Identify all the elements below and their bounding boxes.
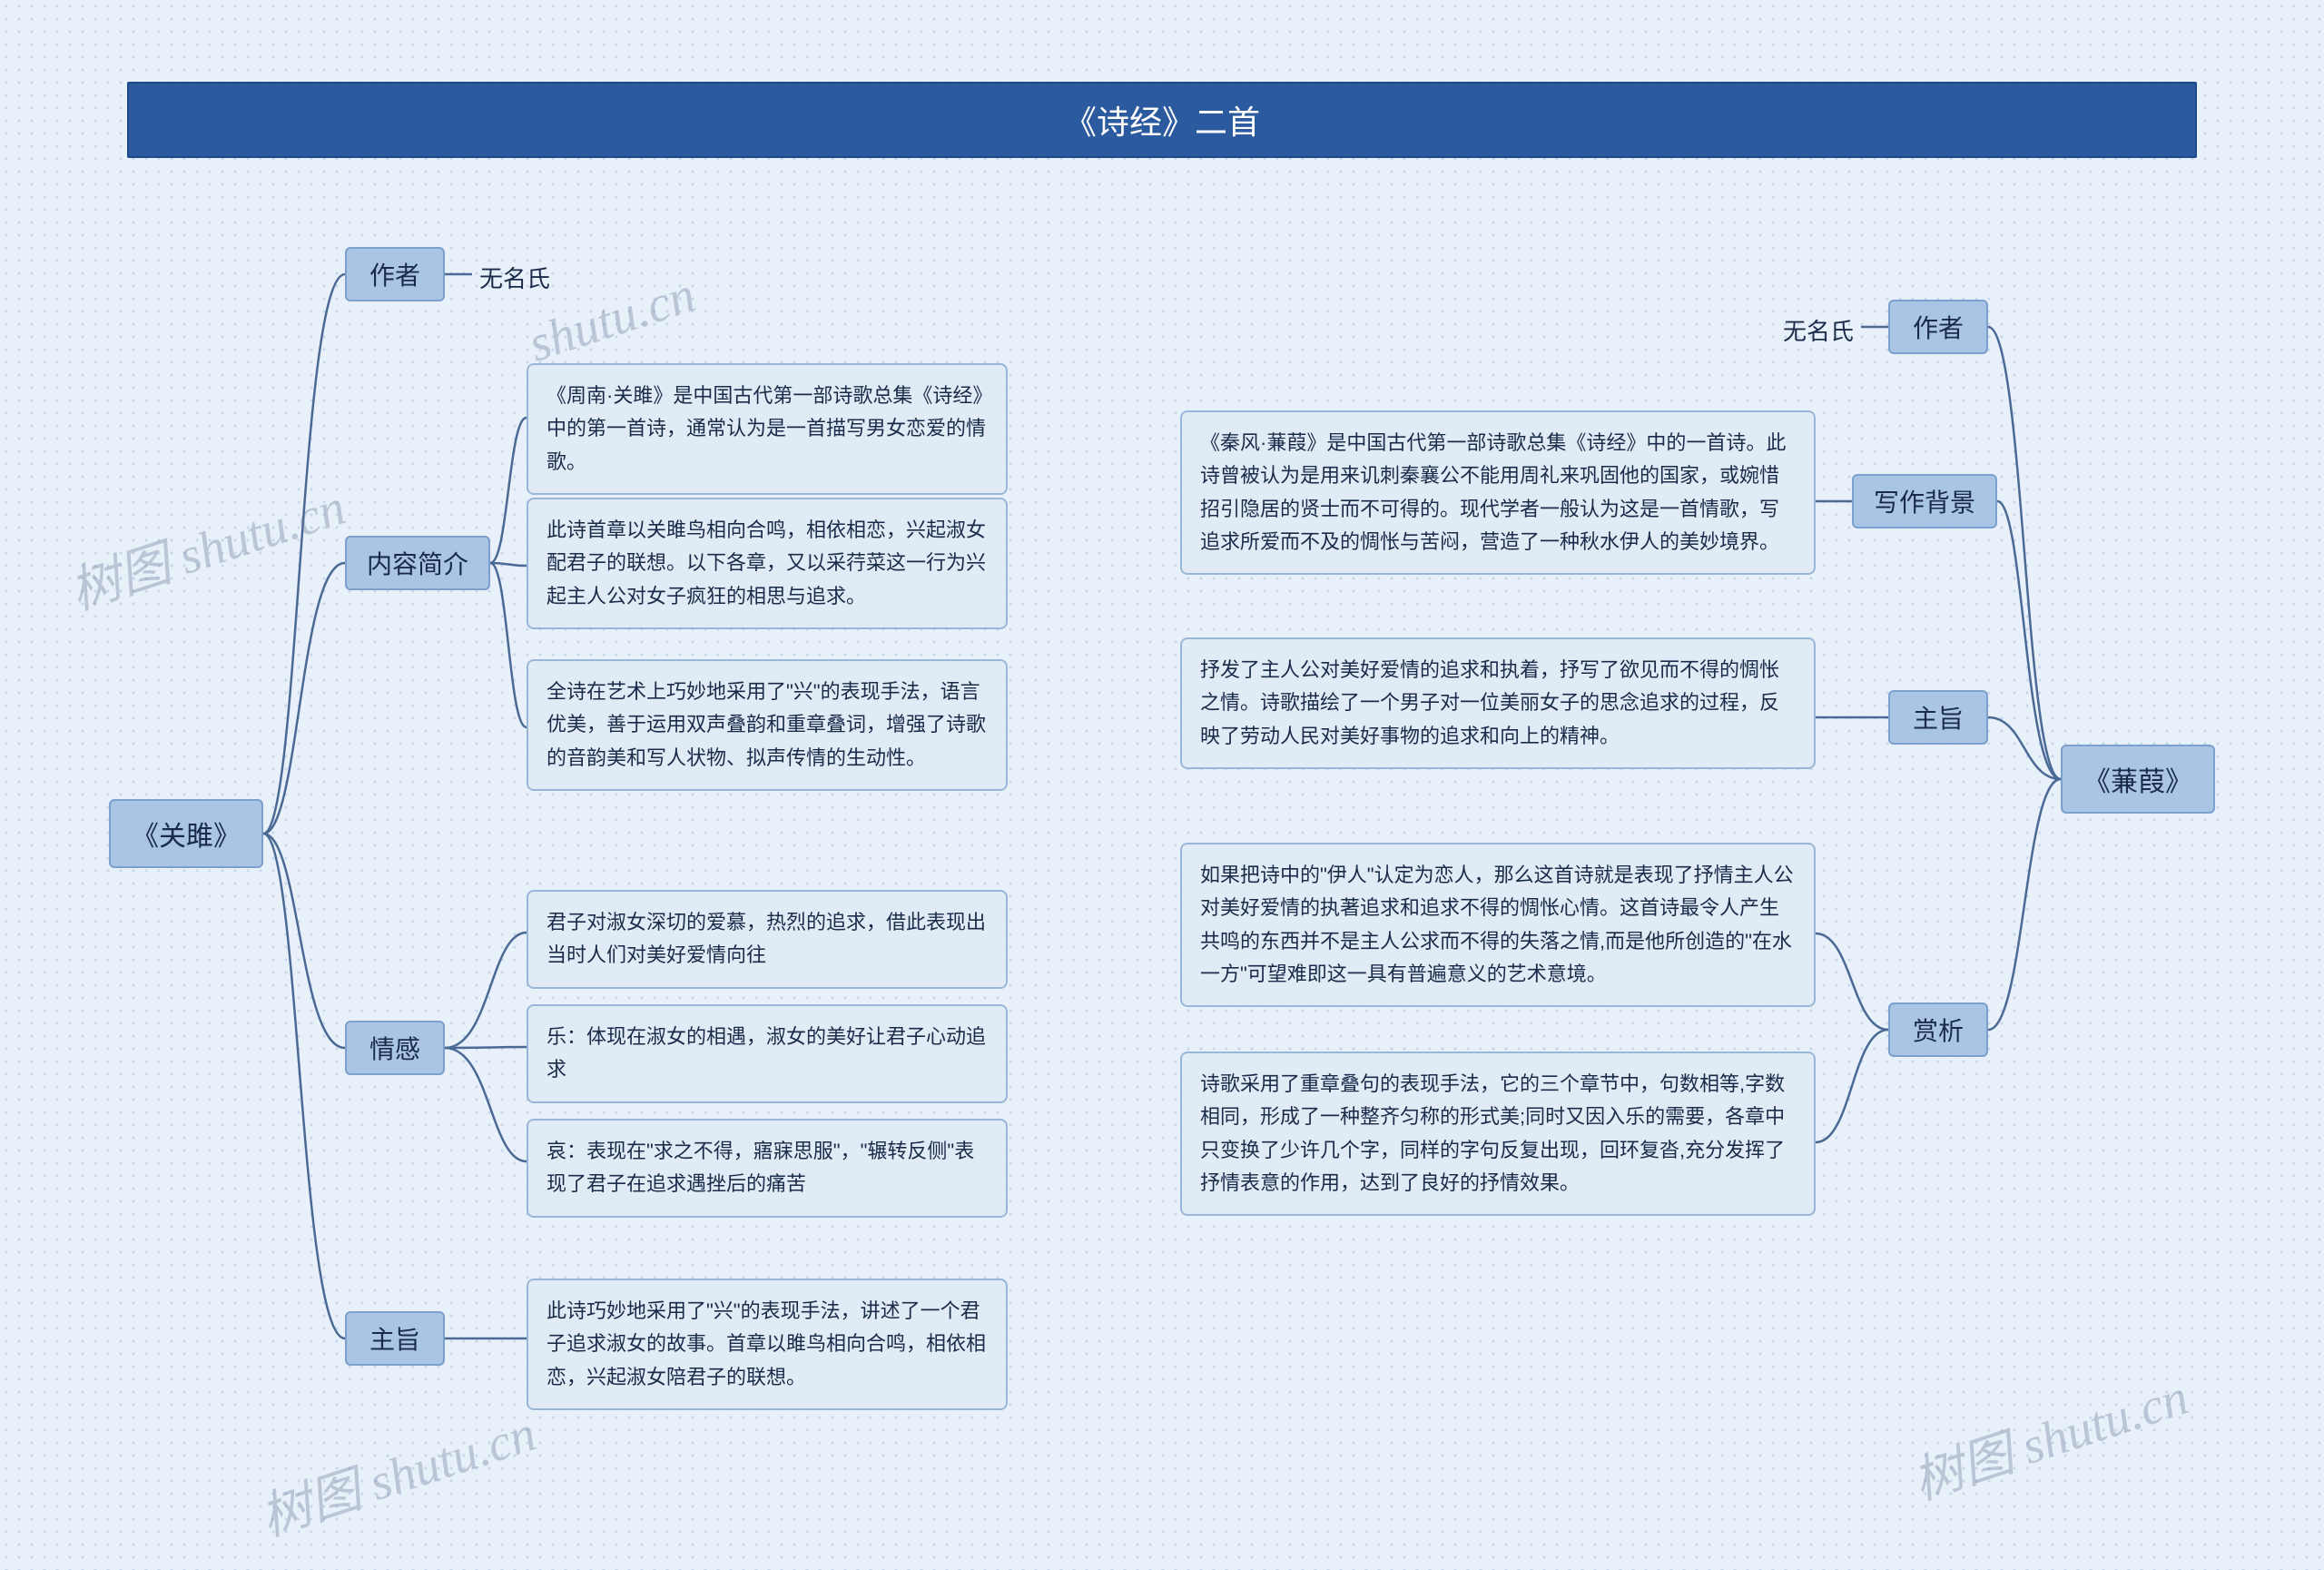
right-appreciation-leaf-1: 诗歌采用了重章叠句的表现手法，它的三个章节中，句数相等,字数相同，形成了一种整齐… [1180, 1052, 1816, 1216]
cat-label: 作者 [369, 256, 420, 292]
left-intro-leaf-0: 《周南·关雎》是中国古代第一部诗歌总集《诗经》中的第一首诗，通常认为是一首描写男… [527, 363, 1008, 495]
left-branch-theme: 主旨 [345, 1311, 445, 1366]
leaf-text: 无名氏 [479, 265, 550, 292]
leaf-text: 全诗在艺术上巧妙地采用了"兴"的表现手法，语言优美，善于运用双声叠韵和重章叠词，… [547, 680, 986, 769]
cat-label: 写作背景 [1874, 483, 1975, 519]
left-branch-emotion: 情感 [345, 1021, 445, 1075]
leaf-text: 《秦风·蒹葭》是中国古代第一部诗歌总集《诗经》中的一首诗。此诗曾被认为是用来讥刺… [1200, 431, 1786, 553]
right-author-leaf: 无名氏 [1752, 307, 1861, 347]
right-appreciation-leaf-0: 如果把诗中的"伊人"认定为恋人，那么这首诗就是表现了抒情主人公对美好爱情的执著追… [1180, 843, 1816, 1007]
leaf-text: 无名氏 [1783, 318, 1854, 345]
cat-label: 作者 [1913, 309, 1964, 345]
left-emotion-leaf-0: 君子对淑女深切的爱慕，热烈的追求，借此表现出当时人们对美好爱情向往 [527, 890, 1008, 989]
cat-label: 内容简介 [367, 545, 468, 581]
left-intro-leaf-1: 此诗首章以关雎鸟相向合鸣，相依相恋，兴起淑女配君子的联想。以下各章，又以采荇菜这… [527, 498, 1008, 629]
right-branch-background: 写作背景 [1852, 474, 1997, 528]
cat-label: 主旨 [369, 1320, 420, 1357]
left-intro-leaf-2: 全诗在艺术上巧妙地采用了"兴"的表现手法，语言优美，善于运用双声叠韵和重章叠词，… [527, 659, 1008, 791]
leaf-text: 抒发了主人公对美好爱情的追求和执着，抒写了欲见而不得的惆怅之情。诗歌描绘了一个男… [1200, 658, 1779, 747]
leaf-text: 此诗巧妙地采用了"兴"的表现手法，讲述了一个君子追求淑女的故事。首章以雎鸟相向合… [547, 1299, 986, 1388]
right-branch-appreciation: 赏析 [1888, 1002, 1988, 1057]
leaf-text: 如果把诗中的"伊人"认定为恋人，那么这首诗就是表现了抒情主人公对美好爱情的执著追… [1200, 864, 1794, 985]
leaf-text: 君子对淑女深切的爱慕，热烈的追求，借此表现出当时人们对美好爱情向往 [547, 911, 986, 966]
leaf-text: 此诗首章以关雎鸟相向合鸣，相依相恋，兴起淑女配君子的联想。以下各章，又以采荇菜这… [547, 518, 986, 607]
right-theme-leaf-0: 抒发了主人公对美好爱情的追求和执着，抒写了欲见而不得的惆怅之情。诗歌描绘了一个男… [1180, 637, 1816, 769]
leaf-text: 诗歌采用了重章叠句的表现手法，它的三个章节中，句数相等,字数相同，形成了一种整齐… [1200, 1072, 1785, 1194]
cat-label: 主旨 [1913, 699, 1964, 736]
cat-label: 情感 [369, 1030, 420, 1066]
leaf-text: 哀：表现在"求之不得，寤寐思服"，"辗转反侧"表现了君子在追求遇挫后的痛苦 [547, 1140, 974, 1195]
left-author-leaf: 无名氏 [472, 254, 581, 294]
leaf-text: 《周南·关雎》是中国古代第一部诗歌总集《诗经》中的第一首诗，通常认为是一首描写男… [547, 384, 986, 473]
left-branch-intro: 内容简介 [345, 536, 490, 590]
left-root-label: 《关雎》 [132, 814, 241, 854]
leaf-text: 乐：体现在淑女的相遇，淑女的美好让君子心动追求 [547, 1025, 986, 1081]
left-branch-author: 作者 [345, 247, 445, 301]
right-background-leaf-0: 《秦风·蒹葭》是中国古代第一部诗歌总集《诗经》中的一首诗。此诗曾被认为是用来讥刺… [1180, 410, 1816, 575]
left-emotion-leaf-1: 乐：体现在淑女的相遇，淑女的美好让君子心动追求 [527, 1004, 1008, 1103]
left-root: 《关雎》 [109, 799, 263, 868]
title-text: 《诗经》二首 [1064, 96, 1260, 143]
title-bar: 《诗经》二首 [127, 82, 2197, 158]
left-emotion-leaf-2: 哀：表现在"求之不得，寤寐思服"，"辗转反侧"表现了君子在追求遇挫后的痛苦 [527, 1119, 1008, 1218]
right-root: 《蒹葭》 [2061, 745, 2215, 814]
right-branch-author: 作者 [1888, 300, 1988, 354]
cat-label: 赏析 [1913, 1012, 1964, 1048]
right-branch-theme: 主旨 [1888, 690, 1988, 745]
left-theme-leaf-0: 此诗巧妙地采用了"兴"的表现手法，讲述了一个君子追求淑女的故事。首章以雎鸟相向合… [527, 1279, 1008, 1410]
right-root-label: 《蒹葭》 [2083, 759, 2192, 799]
